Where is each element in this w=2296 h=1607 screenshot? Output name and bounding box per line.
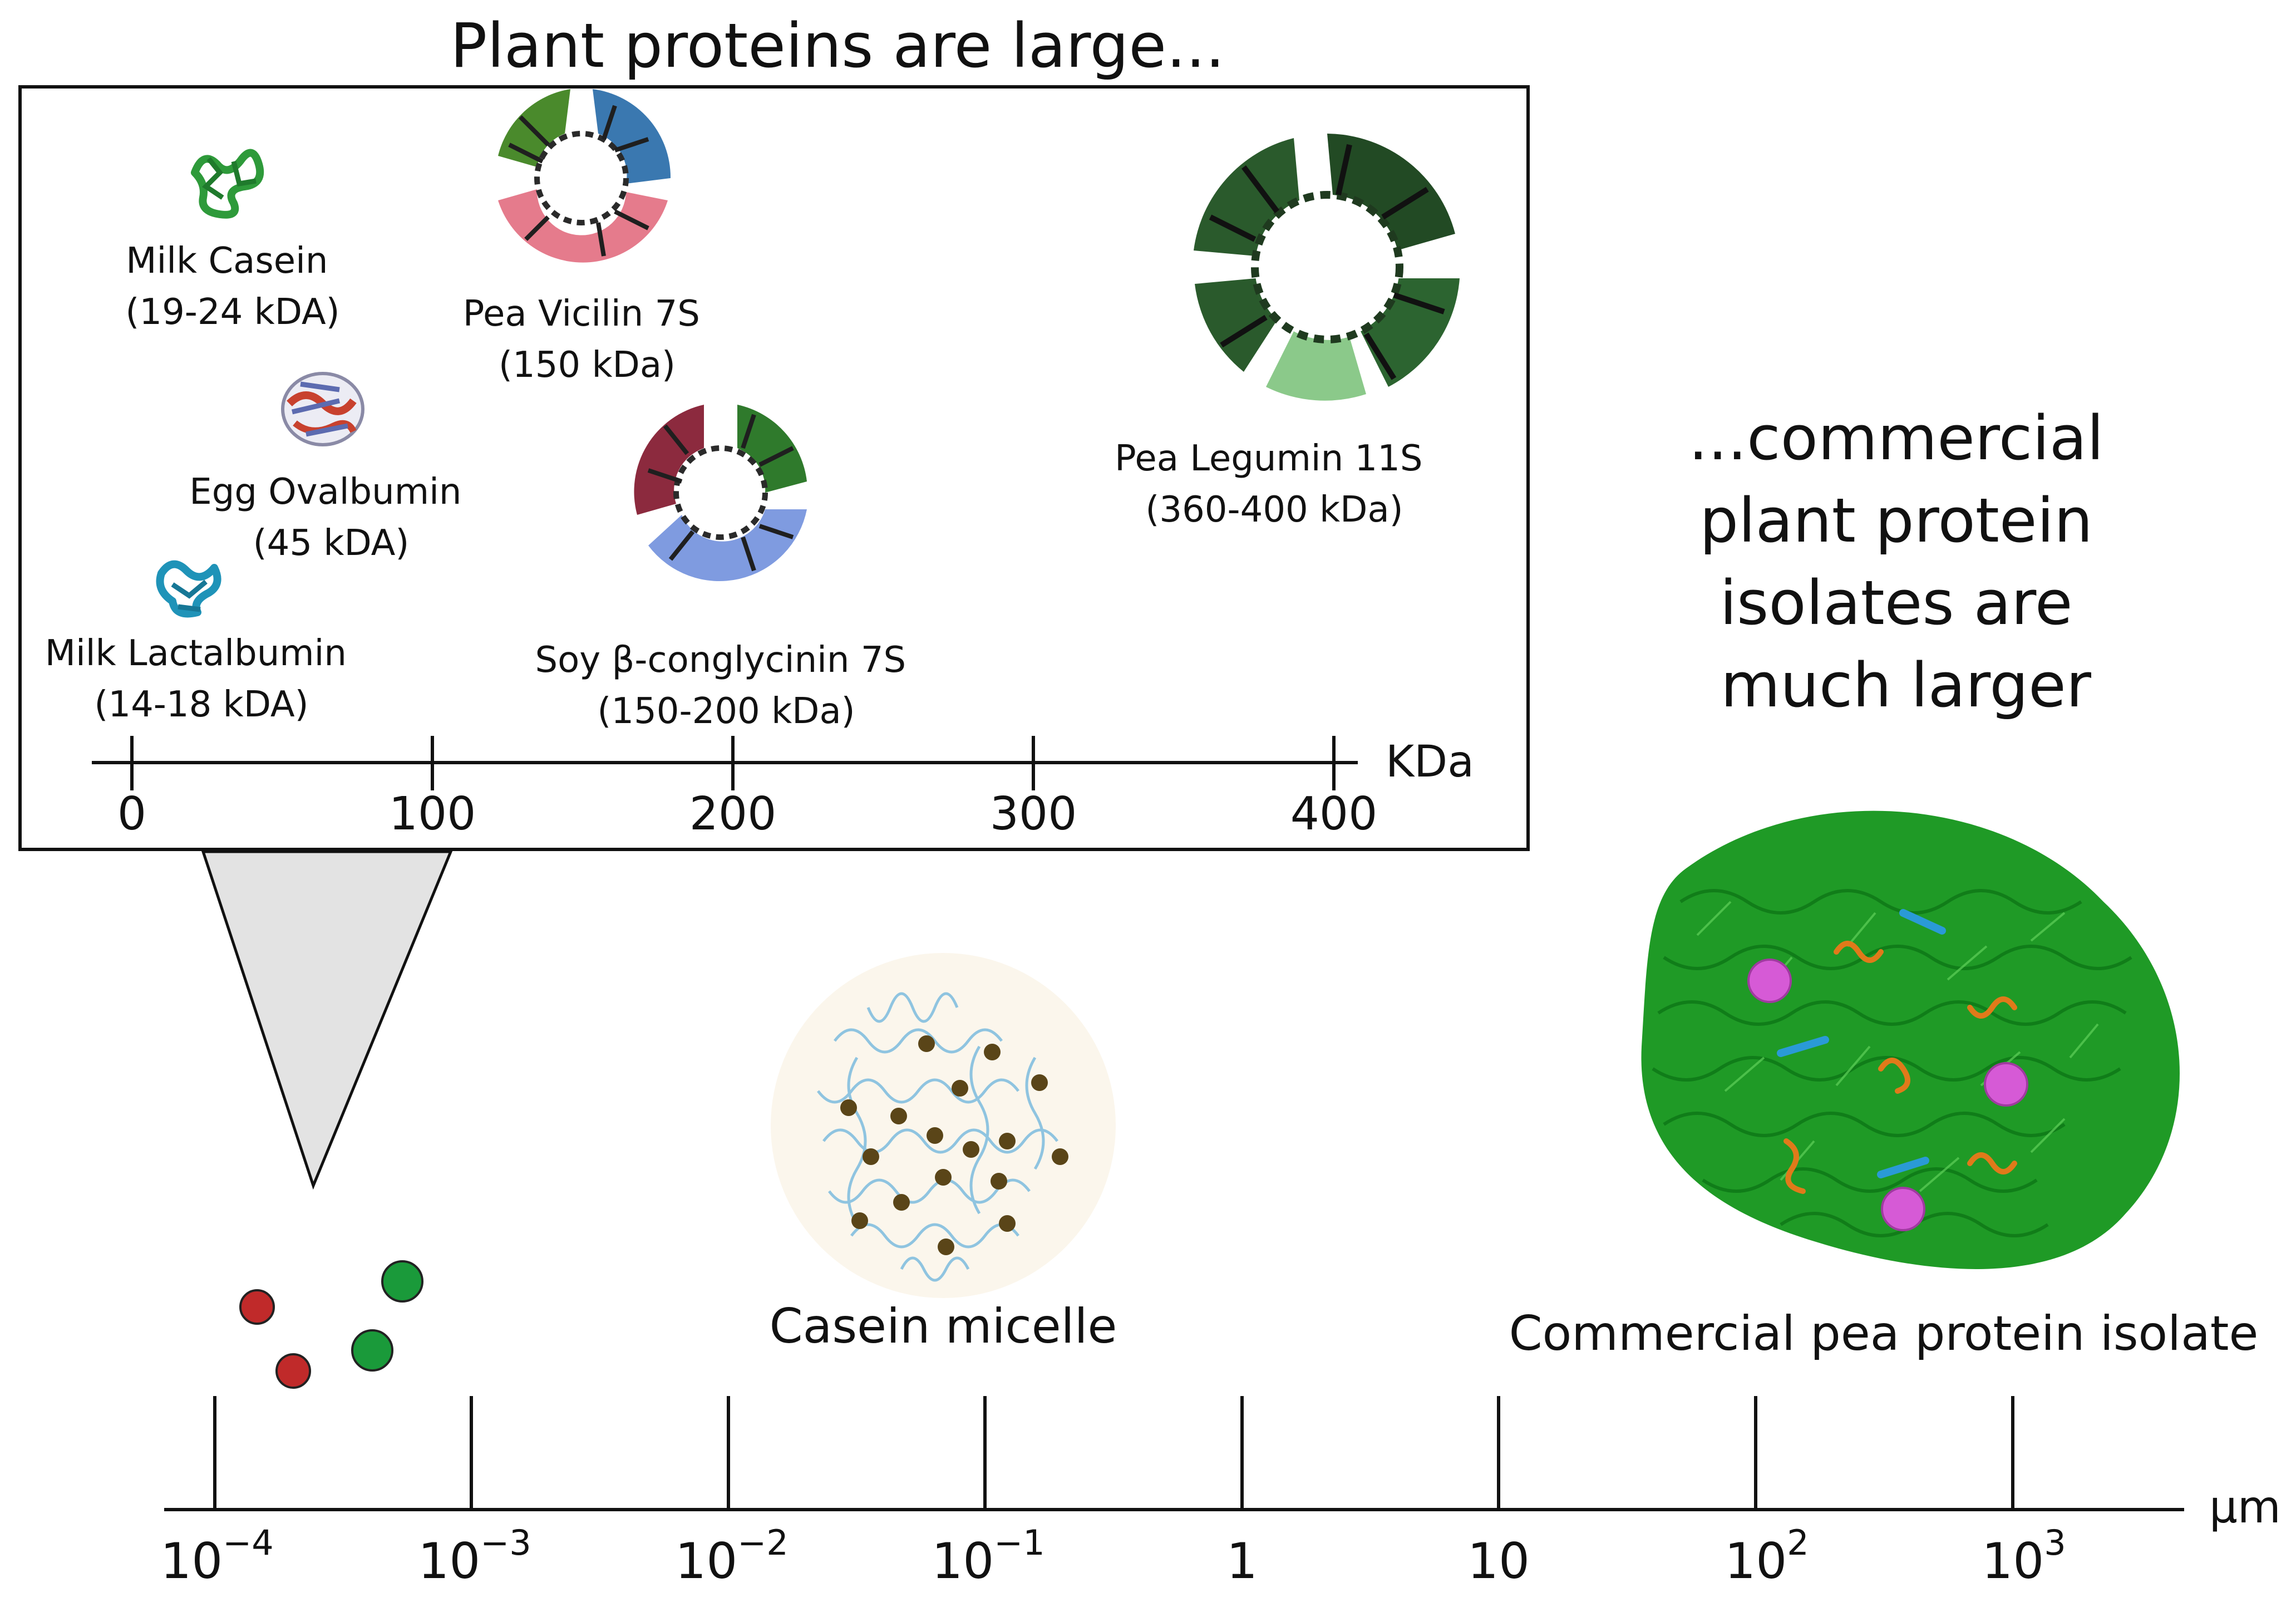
um-tick-base: 10 <box>418 1532 480 1590</box>
legumin-hexamer-icon <box>1194 134 1460 401</box>
pea-isolate-label: Commercial pea protein isolate <box>1509 1306 2259 1362</box>
kda-tick-100: 100 <box>389 788 476 841</box>
svg-text:Egg Ovalbumin (45 kDA): Egg Ovalbumin (45 kDA) <box>189 471 473 564</box>
kda-tick-400: 400 <box>1290 788 1378 841</box>
svg-text:...commercial plant protei: ...commercial plant protein isolates are… <box>1688 402 2123 721</box>
kda-unit-label: KDa <box>1386 737 1474 787</box>
svg-text:Pea Vicilin 7S (150 kDa): Pea Vicilin 7S (150 kDa) <box>463 293 712 386</box>
vicilin-size-label: (150 kDa) <box>499 345 676 386</box>
side-text-line-1: ...commercial <box>1688 402 2103 474</box>
um-tick-base: 10 <box>1982 1532 2044 1590</box>
um-axis <box>164 1396 2184 1511</box>
side-text-line-4: much larger <box>1721 650 2092 721</box>
zoom-funnel <box>201 850 453 1190</box>
svg-text:Pea Legumin 11S (360-400 k: Pea Legumin 11S (360-400 kDa) <box>1115 438 1434 530</box>
um-tick-base: 10 <box>1467 1532 1530 1590</box>
kda-axis <box>92 736 1358 790</box>
green-protein-dot <box>351 1329 393 1372</box>
kda-tick-0: 0 <box>117 788 146 841</box>
casein-micelle-illustration <box>771 953 1116 1298</box>
ovalbumin-size-label: (45 kDA) <box>253 523 410 564</box>
casein-name-label: Milk Casein <box>126 240 328 282</box>
um-tick-base: 10 <box>160 1532 223 1590</box>
um-unit-label: μm <box>2209 1481 2281 1533</box>
svg-text:1: 1 <box>1226 1532 1258 1590</box>
svg-text:10: 10 <box>1467 1532 1530 1590</box>
svg-text:103: 103 <box>1982 1522 2066 1590</box>
um-tick-base: 10 <box>1725 1532 1787 1590</box>
pea-isolate-illustration <box>1641 810 2180 1269</box>
um-tick-base: 10 <box>932 1532 994 1590</box>
conglycinin-name-label: Soy β-conglycinin 7S <box>535 640 906 681</box>
svg-text:10−4: 10−4 <box>160 1522 273 1590</box>
um-tick-base: 1 <box>1226 1532 1258 1590</box>
lactalbumin-name-label: Milk Lactalbumin <box>45 633 347 674</box>
um-tick-exp: −4 <box>223 1522 273 1563</box>
figure-title: Plant proteins are large... <box>450 10 1225 81</box>
legumin-name-label: Pea Legumin 11S <box>1115 438 1422 479</box>
ovalbumin-name-label: Egg Ovalbumin <box>189 471 461 513</box>
conglycinin-size-label: (150-200 kDa) <box>597 691 855 732</box>
svg-text:Soy β-conglycinin 7S (150-: Soy β-conglycinin 7S (150-200 kDa) <box>535 640 917 732</box>
kda-tick-300: 300 <box>990 788 1077 841</box>
um-tick-exp: −2 <box>737 1522 788 1563</box>
green-protein-dot <box>381 1260 423 1303</box>
side-text-line-2: plant protein <box>1699 485 2093 556</box>
ovalbumin-protein-icon <box>281 372 364 446</box>
vicilin-trimer-icon <box>498 89 671 263</box>
svg-text:10−1: 10−1 <box>932 1522 1044 1590</box>
svg-text:Milk Casein (19-24 kDA): Milk Casein (19-24 kDA) <box>125 240 339 333</box>
red-protein-dot <box>239 1289 275 1325</box>
casein-micelle-label: Casein micelle <box>770 1299 1117 1354</box>
vicilin-name-label: Pea Vicilin 7S <box>463 293 700 335</box>
svg-text:10−2: 10−2 <box>675 1522 788 1590</box>
svg-text:Milk Lactalbumin (14-18 kD: Milk Lactalbumin (14-18 kDA) <box>45 633 358 725</box>
svg-text:10−3: 10−3 <box>418 1522 531 1590</box>
um-tick-exp: −3 <box>480 1522 531 1563</box>
um-tick-exp: 2 <box>1787 1522 1809 1563</box>
um-tick-exp: 3 <box>2044 1522 2066 1563</box>
conglycinin-trimer-icon <box>634 405 807 582</box>
casein-size-label: (19-24 kDA) <box>125 292 339 333</box>
svg-text:102: 102 <box>1725 1522 1809 1590</box>
lactalbumin-size-label: (14-18 kDA) <box>94 684 308 725</box>
red-protein-dot <box>275 1353 311 1389</box>
small-proteins-group <box>239 1260 423 1389</box>
um-tick-base: 10 <box>675 1532 737 1590</box>
side-text-line-3: isolates are <box>1719 567 2072 638</box>
casein-protein-icon <box>191 149 264 219</box>
kda-tick-200: 200 <box>689 788 777 841</box>
lactalbumin-protein-icon <box>156 560 221 618</box>
um-tick-exp: −1 <box>994 1522 1044 1563</box>
legumin-size-label: (360-400 kDa) <box>1145 489 1403 530</box>
